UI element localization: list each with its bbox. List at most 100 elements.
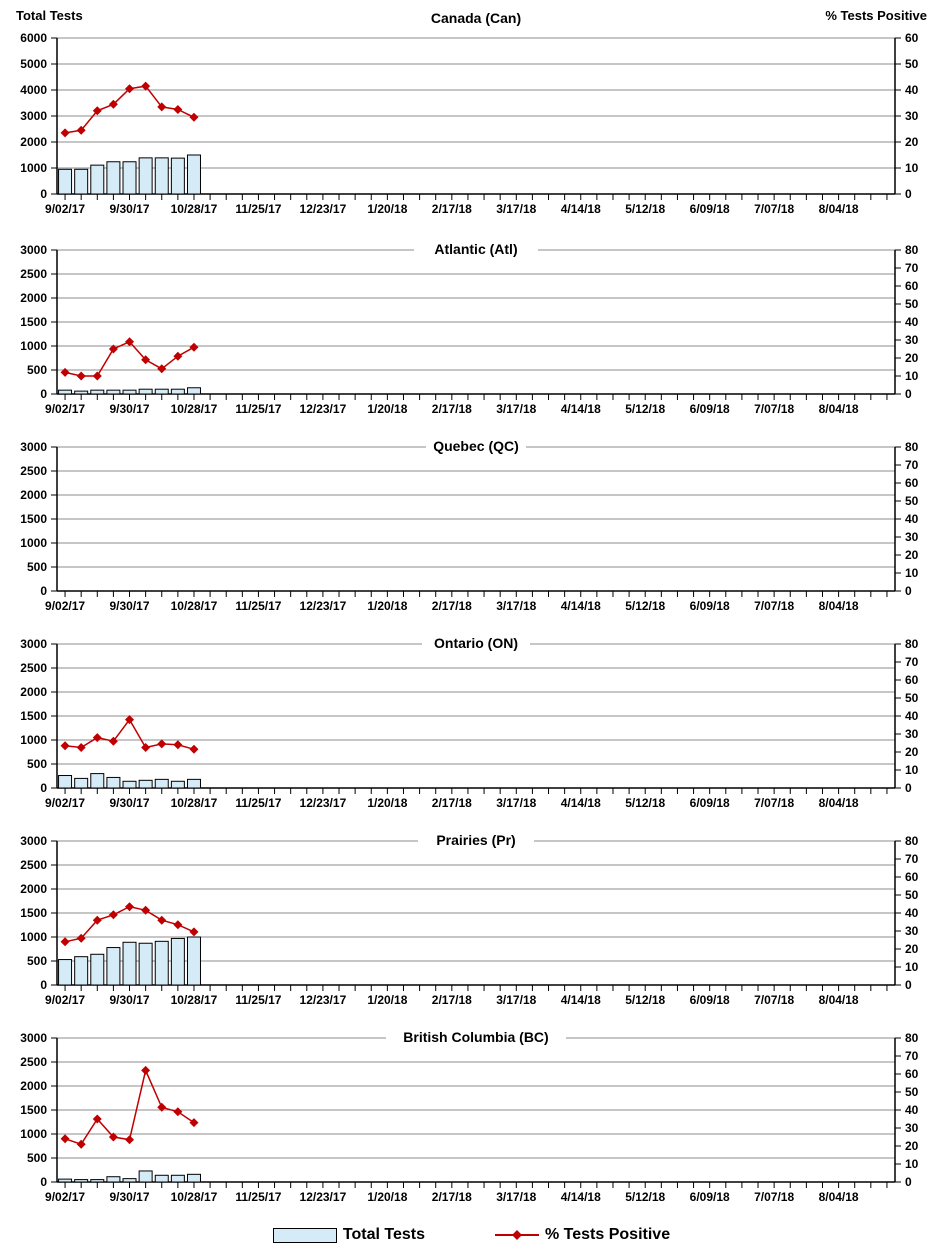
total-tests-bar xyxy=(58,959,73,986)
x-tick-label: 9/30/17 xyxy=(109,202,149,216)
diamond-marker-icon xyxy=(108,344,118,354)
right-tick-label: 10 xyxy=(905,161,919,175)
diamond-marker-icon xyxy=(141,1065,151,1075)
left-tick-label: 0 xyxy=(40,387,47,401)
total-tests-bar xyxy=(106,947,121,986)
x-tick-label: 1/20/18 xyxy=(367,599,407,613)
total-tests-bar xyxy=(186,387,201,395)
x-tick-label: 8/04/18 xyxy=(819,402,859,416)
left-tick-label: 3000 xyxy=(20,637,47,651)
x-tick-label: 3/17/18 xyxy=(496,993,536,1007)
x-tick-label: 9/02/17 xyxy=(45,993,85,1007)
total-tests-bar xyxy=(58,775,73,789)
x-tick-label: 6/09/18 xyxy=(690,993,730,1007)
right-tick-label: 30 xyxy=(905,924,919,938)
x-tick-label: 8/04/18 xyxy=(819,599,859,613)
diamond-marker-icon xyxy=(76,743,86,752)
chart-british-columbia-bc: 0 500 1000 1500 2000 2500 3000 0 10 20 30 40 50 60 70 8… xyxy=(0,1018,943,1215)
x-tick-label: 10/28/17 xyxy=(171,202,218,216)
diamond-marker-icon xyxy=(92,733,102,743)
diamond-marker-icon xyxy=(92,915,102,925)
x-tick-label: 7/07/18 xyxy=(754,402,794,416)
left-tick-label: 1000 xyxy=(20,733,47,747)
right-tick-label: 60 xyxy=(905,870,919,884)
x-tick-label: 3/17/18 xyxy=(496,1190,536,1204)
x-tick-label: 10/28/17 xyxy=(171,402,218,416)
left-tick-label: 2000 xyxy=(20,685,47,699)
x-tick-label: 9/30/17 xyxy=(109,599,149,613)
right-tick-label: 10 xyxy=(905,1157,919,1171)
diamond-marker-icon xyxy=(125,902,135,912)
title-backing xyxy=(418,830,534,845)
legend-total-tests-label: Total Tests xyxy=(342,1226,425,1243)
diamond-marker-icon xyxy=(141,81,151,91)
x-tick-label: 7/07/18 xyxy=(754,202,794,216)
total-tests-bar xyxy=(106,776,121,789)
x-tick-label: 5/12/18 xyxy=(625,1190,665,1204)
right-tick-label: 80 xyxy=(905,637,919,651)
total-tests-bar xyxy=(122,941,137,986)
legend: Total Tests % Tests Positive xyxy=(0,1215,943,1255)
left-tick-label: 0 xyxy=(40,187,47,201)
x-tick-label: 1/20/18 xyxy=(367,993,407,1007)
chart-prairies-pr: 0 500 1000 1500 2000 2500 3000 0 10 20 30 40 50 60 70 8… xyxy=(0,821,943,1018)
left-tick-label: 500 xyxy=(27,954,47,968)
diamond-marker-icon xyxy=(76,1139,86,1149)
right-tick-label: 0 xyxy=(905,978,912,992)
diamond-marker-icon xyxy=(512,1230,522,1240)
diamond-marker-icon xyxy=(108,910,118,920)
right-tick-label: 80 xyxy=(905,1031,919,1045)
chart-canvas: 0 500 1000 1500 2000 2500 3000 0 10 20 30 40 50 60 70 8… xyxy=(20,633,919,810)
x-tick-label: 5/12/18 xyxy=(625,993,665,1007)
x-tick-label: 9/02/17 xyxy=(45,599,85,613)
right-tick-label: 0 xyxy=(905,781,912,795)
diamond-marker-icon xyxy=(157,102,167,112)
diamond-marker-icon xyxy=(60,367,70,377)
title-backing xyxy=(426,436,526,451)
x-tick-label: 5/12/18 xyxy=(625,796,665,810)
pct-positive-line-swatch xyxy=(495,1230,539,1240)
right-tick-label: 0 xyxy=(905,187,912,201)
title-backing xyxy=(422,8,530,23)
left-tick-label: 2000 xyxy=(20,1079,47,1093)
chart-canvas: 0 1000 2000 3000 4000 5000 6000 0 10 20 30 40 50 60 9/… xyxy=(16,8,927,216)
diamond-marker-icon xyxy=(173,740,183,750)
x-tick-label: 9/02/17 xyxy=(45,202,85,216)
diamond-marker-icon xyxy=(125,337,135,347)
chart-title: Canada (Can) xyxy=(431,10,521,26)
left-tick-label: 1000 xyxy=(20,339,47,353)
diamond-marker-icon xyxy=(76,933,86,943)
left-tick-label: 1500 xyxy=(20,315,47,329)
x-tick-label: 10/28/17 xyxy=(171,796,218,810)
total-tests-bar xyxy=(186,936,201,986)
diamond-marker-icon xyxy=(92,106,102,116)
diamond-marker-icon xyxy=(108,736,118,746)
right-tick-label: 80 xyxy=(905,440,919,454)
x-tick-label: 4/14/18 xyxy=(561,599,601,613)
left-tick-label: 500 xyxy=(27,757,47,771)
right-tick-label: 20 xyxy=(905,135,919,149)
title-backing xyxy=(422,633,530,648)
right-tick-label: 10 xyxy=(905,960,919,974)
chart-title: British Columbia (BC) xyxy=(403,1029,548,1045)
total-tests-bar xyxy=(186,778,201,789)
total-tests-bar xyxy=(74,956,89,986)
right-tick-label: 20 xyxy=(905,745,919,759)
left-tick-label: 0 xyxy=(40,978,47,992)
x-tick-label: 8/04/18 xyxy=(819,993,859,1007)
pct-positive-line xyxy=(64,340,195,377)
x-tick-label: 12/23/17 xyxy=(300,402,347,416)
left-tick-label: 2500 xyxy=(20,661,47,675)
x-tick-label: 2/17/18 xyxy=(432,402,472,416)
right-tick-label: 20 xyxy=(905,1139,919,1153)
diamond-marker-icon xyxy=(125,715,135,725)
total-tests-bar xyxy=(154,1174,169,1183)
x-tick-label: 10/28/17 xyxy=(171,993,218,1007)
right-tick-label: 60 xyxy=(905,476,919,490)
x-tick-label: 8/04/18 xyxy=(819,796,859,810)
right-tick-label: 20 xyxy=(905,548,919,562)
total-tests-bar xyxy=(170,388,185,395)
x-tick-label: 1/20/18 xyxy=(367,796,407,810)
diamond-marker-icon xyxy=(157,915,167,925)
total-tests-bar xyxy=(74,777,89,789)
